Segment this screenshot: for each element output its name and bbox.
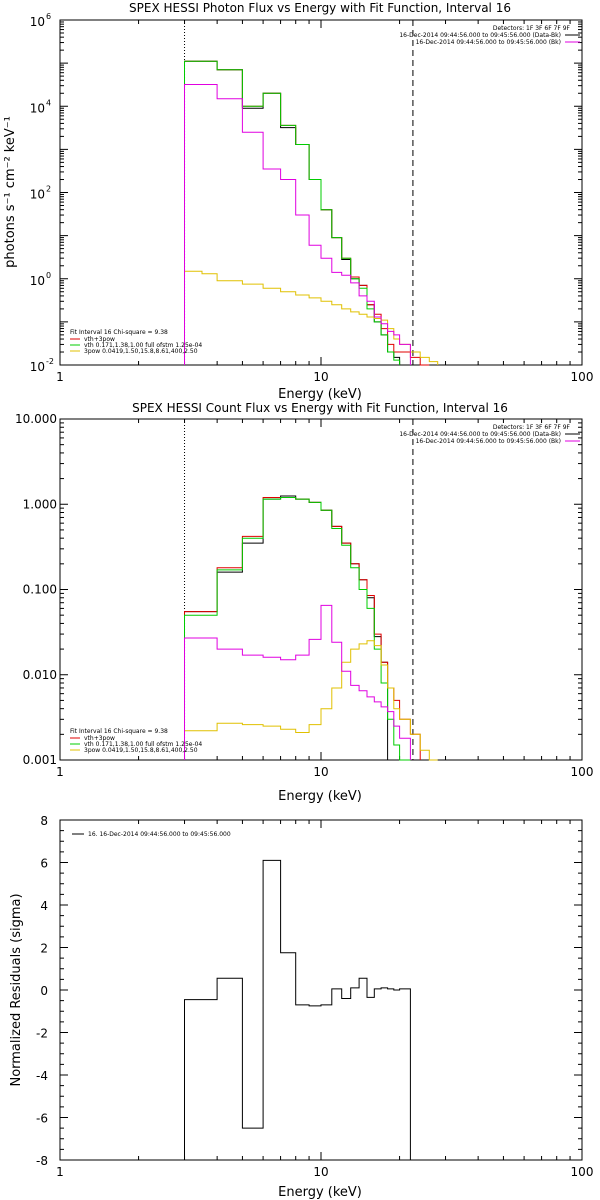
y-tick-label: 10 bbox=[30, 188, 45, 202]
photon-flux-header: Detectors: 1F 3F 6F 7F 9F 16-Dec-2014 09… bbox=[399, 25, 580, 46]
y-tick-label: 8 bbox=[40, 814, 48, 828]
y-tick-label: 0.100 bbox=[23, 583, 57, 597]
series-3pow bbox=[184, 270, 439, 365]
y-tick-label-exponent: 0 bbox=[46, 271, 51, 280]
photon-flux-header-bk: 16-Dec-2014 09:44:56.000 to 09:45:56.000… bbox=[416, 39, 561, 46]
residuals-x-ticks: 1 10 100 bbox=[56, 820, 593, 1179]
residuals-legend: 16. 16-Dec-2014 09:44:56.000 to 09:45:56… bbox=[72, 831, 231, 838]
residuals-plot-frame bbox=[59, 819, 583, 1161]
count-flux-panel: SPEX HESSI Count Flux vs Energy with Fit… bbox=[15, 401, 593, 804]
y-tick-label: 10 bbox=[30, 101, 45, 115]
photon-flux-legend-3pow: 3pow 0.0419,1.50,15.8,8.61,400,2.50 bbox=[84, 348, 198, 355]
photon-flux-legend: Fit Interval 16 Chi-square = 9.38 vth+3p… bbox=[70, 329, 202, 355]
y-tick-label: -2 bbox=[36, 1027, 48, 1041]
y-tick-label: 1.000 bbox=[23, 497, 57, 511]
series-vth bbox=[184, 60, 401, 365]
series-data-bk bbox=[184, 60, 411, 366]
y-tick-label: -6 bbox=[36, 1112, 48, 1126]
photon-flux-legend-vth3pow: vth+3pow bbox=[84, 336, 115, 343]
count-flux-y-ticks: 0.001 0.010 0.100 1.000 10.000 bbox=[15, 412, 582, 767]
residuals-panel: 1 10 100 -8 -6 -4 -2 0 2 4 6 8 Energy (keV) Normal… bbox=[9, 814, 593, 1200]
series-bk bbox=[184, 84, 411, 365]
y-tick-label: 10 bbox=[30, 15, 45, 29]
photon-flux-vlines bbox=[184, 20, 414, 365]
series-3pow bbox=[184, 640, 438, 761]
count-flux-vlines bbox=[184, 419, 414, 760]
photon-flux-legend-fit-interval: Fit Interval 16 Chi-square = 9.38 bbox=[70, 329, 168, 336]
photon-flux-series bbox=[184, 60, 439, 366]
count-flux-legend-fit-interval: Fit Interval 16 Chi-square = 9.38 bbox=[70, 728, 168, 735]
y-tick-label-exponent: 4 bbox=[46, 98, 51, 107]
count-flux-x-label: Energy (keV) bbox=[278, 789, 362, 804]
series-vth-3pow bbox=[184, 60, 430, 366]
residuals-y-label: Normalized Residuals (sigma) bbox=[9, 893, 24, 1086]
count-flux-series bbox=[184, 495, 438, 761]
x-tick-label: 1 bbox=[56, 765, 64, 779]
count-flux-header: Detectors: 1F 3F 6F 7F 9F 16-Dec-2014 09… bbox=[399, 424, 580, 445]
x-tick-label: 100 bbox=[571, 765, 594, 779]
series-data-bk bbox=[184, 495, 389, 760]
residuals-series bbox=[184, 859, 411, 1160]
y-tick-label: 6 bbox=[40, 857, 48, 871]
x-tick-label: 10 bbox=[313, 370, 328, 384]
photon-flux-x-label: Energy (keV) bbox=[278, 387, 362, 402]
count-flux-legend-3pow: 3pow 0.0419,1.50,15.8,8.61,400,2.50 bbox=[84, 747, 198, 754]
x-tick-label: 10 bbox=[313, 1165, 328, 1179]
y-tick-label: 10.000 bbox=[15, 412, 57, 426]
photon-flux-header-data-bk: 16-Dec-2014 09:44:56.000 to 09:45:56.000… bbox=[399, 32, 561, 39]
y-tick-label: 4 bbox=[40, 899, 48, 913]
residuals-x-label: Energy (keV) bbox=[278, 1185, 362, 1200]
count-flux-legend-vth: vth 0.171,1.38,1.00 full ofstm 1.25e-04 bbox=[84, 741, 202, 748]
photon-flux-y-label: photons s⁻¹ cm⁻² keV⁻¹ bbox=[3, 116, 18, 268]
residuals-legend-text: 16. 16-Dec-2014 09:44:56.000 to 09:45:56… bbox=[88, 831, 231, 838]
y-tick-label: 0 bbox=[40, 984, 48, 998]
y-tick-label-exponent: -2 bbox=[46, 357, 54, 366]
residuals-y-ticks: -8 -6 -4 -2 0 2 4 6 8 bbox=[36, 814, 582, 1168]
y-tick-label: 10 bbox=[30, 360, 45, 374]
count-flux-title: SPEX HESSI Count Flux vs Energy with Fit… bbox=[132, 401, 508, 415]
series-vth-3pow bbox=[184, 497, 421, 760]
count-flux-x-ticks: 1 10 100 bbox=[56, 419, 593, 779]
y-tick-label: -4 bbox=[36, 1069, 48, 1083]
x-tick-label: 1 bbox=[56, 1165, 64, 1179]
photon-flux-header-detectors: Detectors: 1F 3F 6F 7F 9F bbox=[493, 25, 571, 32]
count-flux-legend-vth3pow: vth+3pow bbox=[84, 735, 115, 742]
x-tick-label: 10 bbox=[313, 765, 328, 779]
count-flux-header-data-bk: 16-Dec-2014 09:44:56.000 to 09:45:56.000… bbox=[399, 431, 561, 438]
series-bk bbox=[184, 604, 411, 760]
y-tick-label-exponent: 6 bbox=[46, 12, 51, 21]
y-tick-label: 2 bbox=[40, 942, 48, 956]
series-16-16-dec-2014-09-44-56-000-to-09-45-56-000 bbox=[184, 859, 411, 1160]
x-tick-label: 1 bbox=[56, 370, 64, 384]
series-vth bbox=[184, 497, 411, 761]
x-tick-label: 100 bbox=[571, 370, 594, 384]
photon-flux-title: SPEX HESSI Photon Flux vs Energy with Fi… bbox=[129, 1, 511, 15]
photon-flux-panel: SPEX HESSI Photon Flux vs Energy with Fi… bbox=[3, 1, 593, 402]
count-flux-header-bk: 16-Dec-2014 09:44:56.000 to 09:45:56.000… bbox=[416, 438, 561, 445]
y-tick-label: 0.010 bbox=[23, 668, 57, 682]
y-tick-label: -8 bbox=[36, 1154, 48, 1168]
count-flux-legend: Fit Interval 16 Chi-square = 9.38 vth+3p… bbox=[70, 728, 202, 754]
photon-flux-legend-vth: vth 0.171,1.38,1.00 full ofstm 1.25e-04 bbox=[84, 342, 202, 349]
count-flux-header-detectors: Detectors: 1F 3F 6F 7F 9F bbox=[493, 424, 571, 431]
x-tick-label: 100 bbox=[571, 1165, 594, 1179]
y-tick-label-exponent: 2 bbox=[46, 185, 51, 194]
y-tick-label: 10 bbox=[30, 274, 45, 288]
y-tick-label: 0.001 bbox=[23, 753, 57, 767]
